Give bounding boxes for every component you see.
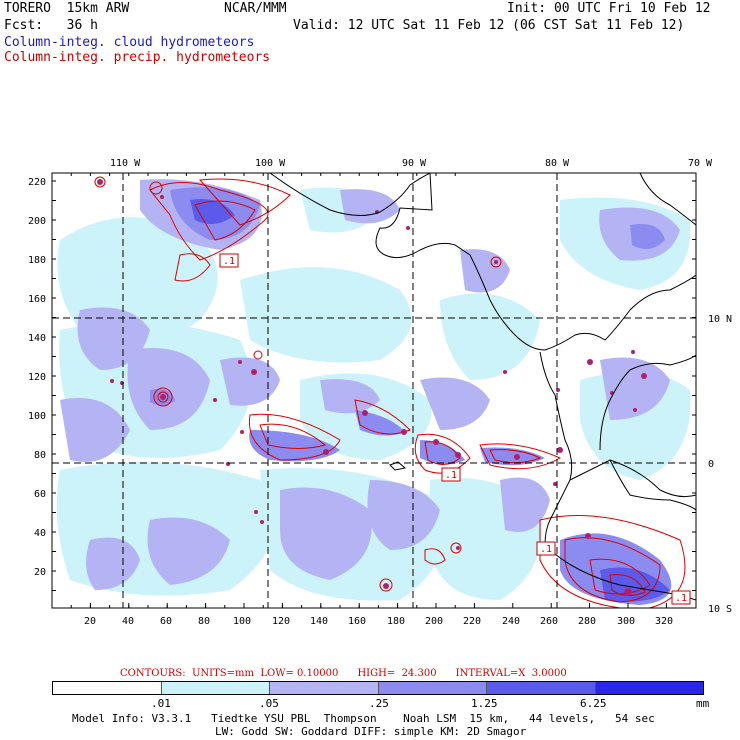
colorbar — [52, 681, 704, 695]
y-tick-label: 160 — [28, 294, 46, 305]
colorbar-swatch — [53, 682, 161, 694]
colorbar-value: .05 — [259, 697, 279, 710]
contour-label-group: .1 .1 .1 .1 — [219, 253, 691, 605]
org-label: NCAR/MMM — [224, 1, 287, 16]
colorbar-swatch — [486, 682, 595, 694]
y-tick-label: 180 — [28, 255, 46, 266]
y-tick-label: 220 — [28, 177, 46, 188]
lon-label: 100 W — [255, 158, 286, 169]
x-tick-label: 120 — [272, 616, 290, 627]
contours-info: CONTOURS: UNITS=mm LOW= 0.10000 HIGH= 24… — [120, 668, 567, 679]
x-tick-label: 240 — [502, 616, 520, 627]
weather-map: .1 .1 .1 .1 110 W 100 W 90 W 80 W 70 W 1… — [28, 158, 732, 627]
x-tick-label: 60 — [160, 616, 172, 627]
axis-ticks — [51, 173, 696, 608]
x-tick-label: 260 — [540, 616, 558, 627]
x-tick-label: 180 — [387, 616, 405, 627]
x-tick-label: 220 — [463, 616, 481, 627]
x-tick-label: 320 — [655, 616, 673, 627]
x-tick-label: 140 — [310, 616, 328, 627]
x-tick-label: 300 — [617, 616, 635, 627]
contour-label: .1 — [445, 470, 457, 481]
x-tick-label: 160 — [348, 616, 366, 627]
y-tick-label: 140 — [28, 333, 46, 344]
y-tick-label: 120 — [28, 372, 46, 383]
x-tick-label: 40 — [122, 616, 134, 627]
colorbar-value: .01 — [151, 697, 171, 710]
colorbar-swatch — [377, 682, 486, 694]
forecast-hour: Fcst: 36 h — [4, 18, 98, 33]
lat-label: 0 — [708, 459, 714, 470]
x-tick-label: 280 — [578, 616, 596, 627]
valid-time: Valid: 12 UTC Sat 11 Feb 12 (06 CST Sat … — [293, 18, 685, 33]
coastlines — [269, 173, 696, 601]
lon-label: 90 W — [402, 158, 427, 169]
colorbar-swatch — [269, 682, 378, 694]
x-tick-label: 100 — [233, 616, 251, 627]
y-tick-label: 60 — [34, 489, 46, 500]
lon-label: 70 W — [688, 158, 713, 169]
y-tick-label: 20 — [34, 567, 46, 578]
precip-cores — [97, 179, 647, 596]
contour-label: .1 — [223, 256, 235, 267]
y-tick-label: 100 — [28, 411, 46, 422]
contour-label: .1 — [540, 544, 552, 555]
colorbar-value: 1.25 — [471, 697, 498, 710]
map-frame — [51, 172, 697, 609]
colorbar-value: .25 — [369, 697, 389, 710]
x-tick-label: 80 — [198, 616, 210, 627]
init-time: Init: 00 UTC Fri 10 Feb 12 — [507, 1, 711, 16]
x-tick-label: 200 — [425, 616, 443, 627]
colorbar-swatch — [160, 682, 269, 694]
y-tick-label: 200 — [28, 216, 46, 227]
colorbar-unit: mm — [696, 697, 710, 710]
lat-label: 10 N — [708, 314, 732, 325]
lon-label: 80 W — [545, 158, 570, 169]
graticule — [52, 173, 696, 608]
model-info: Model Info: V3.3.1 Tiedtke YSU PBL Thomp… — [72, 712, 655, 725]
cloud-field — [56, 179, 691, 605]
contour-label: .1 — [675, 593, 687, 604]
colorbar-value: 6.25 — [580, 697, 607, 710]
lat-label: 10 S — [708, 604, 732, 615]
x-tick-label: 20 — [84, 616, 96, 627]
colorbar-swatch — [594, 682, 703, 694]
y-tick-label: 40 — [34, 528, 46, 539]
model-title: TORERO 15km ARW — [4, 1, 130, 16]
model-physics: LW: Godd SW: Goddard DIFF: simple KM: 2D… — [215, 725, 527, 738]
y-tick-label: 80 — [34, 450, 46, 461]
lon-label: 110 W — [110, 158, 141, 169]
field-precip-label: Column-integ. precip. hydrometeors — [4, 50, 271, 65]
field-cloud-label: Column-integ. cloud hydrometeors — [4, 35, 255, 50]
